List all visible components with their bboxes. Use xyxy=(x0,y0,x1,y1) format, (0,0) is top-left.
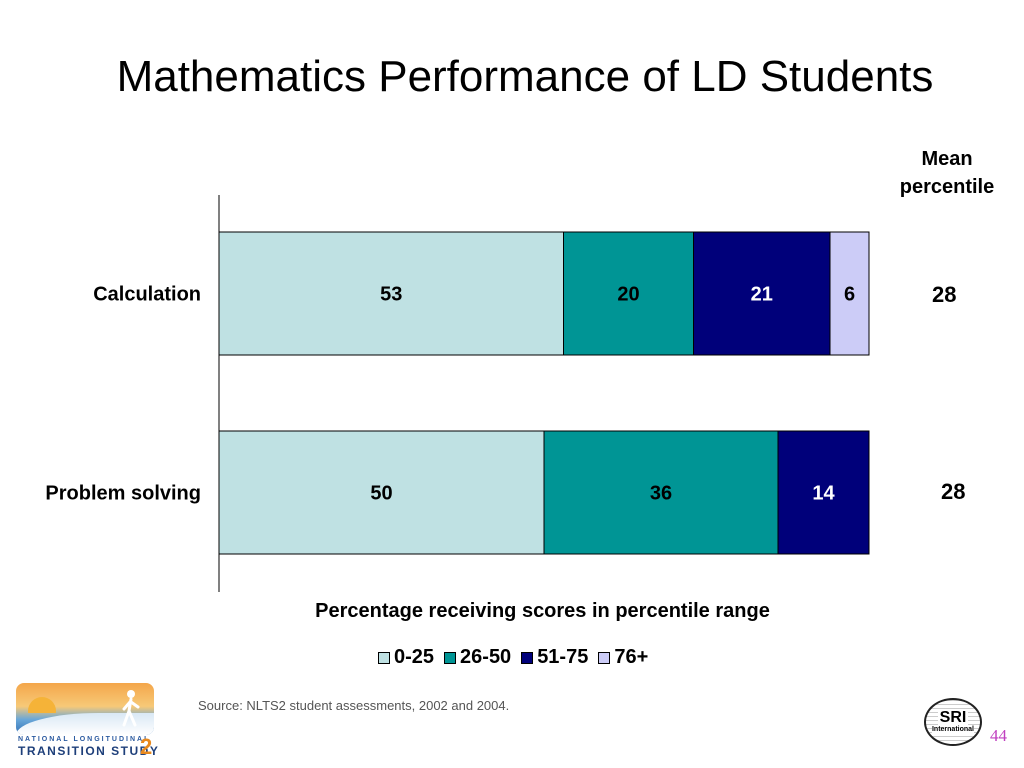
data-label-problem-solving-0-25: 50 xyxy=(370,483,392,505)
sri-international-logo: SRI International xyxy=(924,698,982,746)
logo-wave-shape xyxy=(16,713,154,735)
legend-label: 51-75 xyxy=(537,646,589,668)
legend-item-26-50: 26-50 xyxy=(444,646,511,669)
data-label-calculation-0-25: 53 xyxy=(380,284,402,306)
legend-item-51-75: 51-75 xyxy=(521,646,588,669)
sri-logo-main: SRI xyxy=(937,709,969,726)
mean-header-line2: percentile xyxy=(899,176,995,198)
legend-label: 0-25 xyxy=(394,646,435,668)
bar-problem-solving-0-25 xyxy=(218,430,545,555)
data-label-calculation-51-75: 21 xyxy=(751,284,773,306)
slide-title: Mathematics Performance of LD Students xyxy=(116,52,934,101)
mean-value-calculation: 28 xyxy=(932,282,957,307)
page-number: 44 xyxy=(990,726,1007,745)
legend-swatch xyxy=(598,651,611,664)
legend-swatch xyxy=(378,651,390,664)
bar-problem-solving-51-75 xyxy=(777,430,870,555)
data-label-problem-solving-26-50: 36 xyxy=(650,483,672,505)
mean-value-problem-solving: 28 xyxy=(941,479,966,504)
mean-percentile-header: Mean percentile xyxy=(886,145,1008,201)
chart-legend: 0-25 26-50 51-75 76+ xyxy=(378,646,658,669)
legend-label: 26-50 xyxy=(460,646,512,668)
bar-calculation-26-50 xyxy=(563,231,694,356)
sun-icon xyxy=(28,697,56,713)
logo-line2: TRANSITION STUDY xyxy=(18,744,160,758)
category-label-calculation: Calculation xyxy=(93,284,201,306)
category-label-problem-solving: Problem solving xyxy=(45,483,201,505)
legend-swatch xyxy=(444,651,457,664)
legend-swatch xyxy=(521,651,534,664)
data-label-calculation-76plus: 6 xyxy=(844,284,855,306)
mean-header-line1: Mean xyxy=(921,148,973,170)
data-label-problem-solving-51-75: 14 xyxy=(812,483,835,505)
bar-calculation-76plus xyxy=(829,231,870,356)
data-label-calculation-26-50: 20 xyxy=(617,284,639,306)
logo-number: 2 xyxy=(140,734,153,759)
legend-item-76plus: 76+ xyxy=(598,646,648,669)
sri-logo-sub: International xyxy=(931,726,974,734)
bar-calculation-0-25 xyxy=(218,231,564,356)
legend-item-0-25: 0-25 xyxy=(378,646,434,669)
nlts2-logo xyxy=(16,683,154,735)
source-note: Source: NLTS2 student assessments, 2002 … xyxy=(198,698,510,713)
bar-problem-solving-26-50 xyxy=(543,430,779,555)
x-axis-title: Percentage receiving scores in percentil… xyxy=(315,600,770,622)
legend-label: 76+ xyxy=(614,646,649,668)
walking-person-icon xyxy=(122,690,140,727)
logo-line1: NATIONAL LONGITUDINAL xyxy=(18,736,151,743)
